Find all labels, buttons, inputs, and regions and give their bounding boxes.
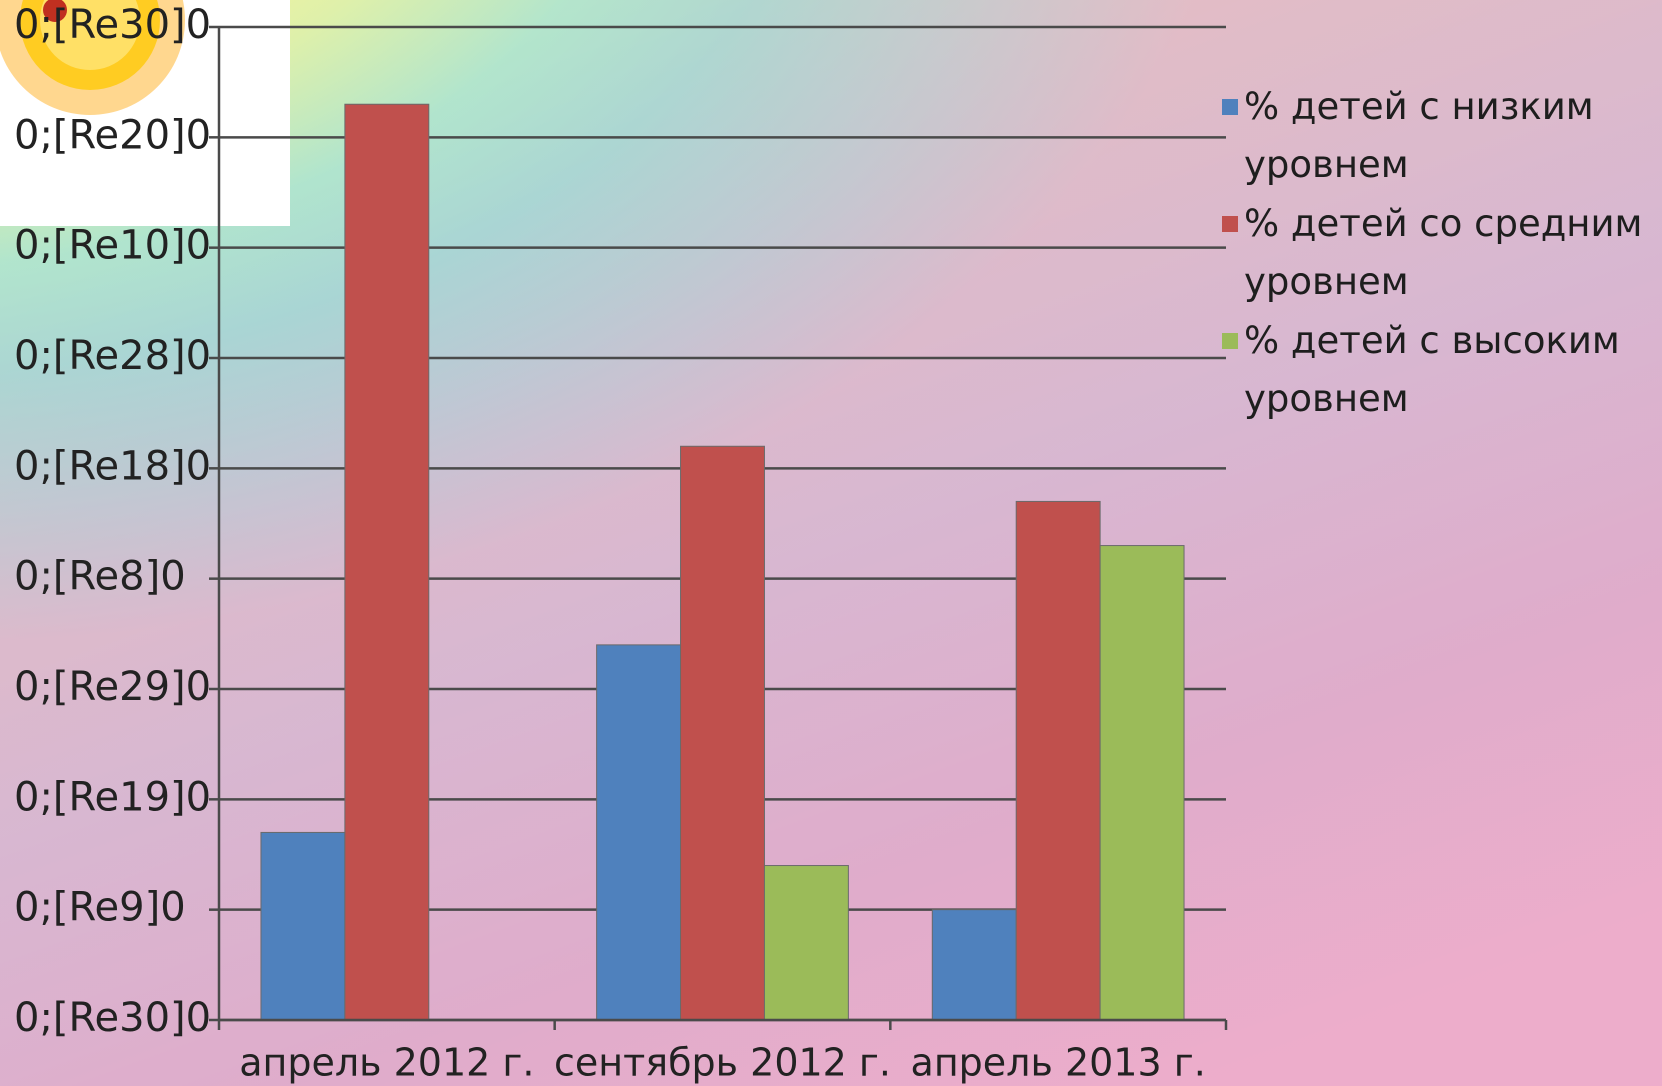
x-tick-label: сентябрь 2012 г. [554, 1041, 891, 1085]
legend-swatch [1222, 333, 1238, 349]
bar [680, 445, 765, 1021]
y-tick-label: 0;[Re9]0 [14, 885, 186, 931]
legend-item: % детей со средним уровнем [1222, 195, 1652, 311]
bar [596, 644, 682, 1021]
bar [931, 909, 1017, 1021]
legend-swatch [1222, 216, 1238, 232]
legend-item: % детей с низким уровнем [1222, 78, 1652, 194]
bar [1015, 500, 1101, 1021]
legend-swatch [1222, 99, 1238, 115]
y-tick-label: 0;[Re10]0 [14, 223, 211, 269]
legend-label: % детей со средним уровнем [1244, 202, 1643, 303]
sun [0, 0, 185, 115]
legend-item: % детей с высоким уровнем [1222, 312, 1652, 428]
legend-label: % детей с высоким уровнем [1244, 319, 1620, 420]
bar [1099, 545, 1185, 1021]
y-tick-label: 0;[Re30]0 [14, 995, 211, 1041]
y-tick-label: 0;[Re29]0 [14, 664, 211, 710]
y-tick-label: 0;[Re8]0 [14, 554, 186, 600]
bar [260, 831, 346, 1021]
bar [344, 103, 430, 1021]
x-tick-label: апрель 2012 г. [239, 1041, 534, 1085]
y-tick-label: 0;[Re18]0 [14, 443, 211, 489]
x-tick-label: апрель 2013 г. [911, 1041, 1206, 1085]
y-tick-label: 0;[Re30]0 [14, 2, 211, 48]
y-tick-label: 0;[Re19]0 [14, 774, 211, 820]
y-tick-label: 0;[Re20]0 [14, 112, 211, 158]
y-tick-label: 0;[Re28]0 [14, 333, 211, 379]
legend-label: % детей с низким уровнем [1244, 85, 1594, 186]
bar [763, 865, 849, 1021]
